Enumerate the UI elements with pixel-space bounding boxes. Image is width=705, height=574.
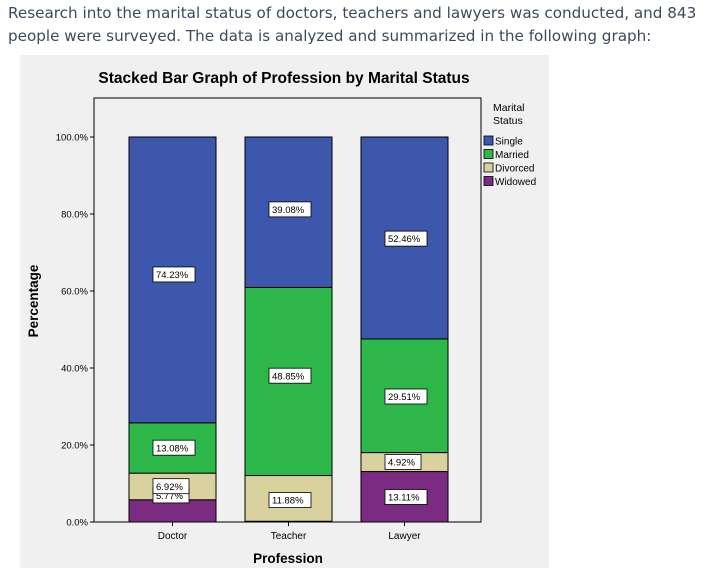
chart-panel: Stacked Bar Graph of Profession by Marit… <box>20 55 549 568</box>
data-label-lawyer-married: 29.51% <box>388 392 421 403</box>
data-label-teacher-divorced: 11.88% <box>272 496 304 507</box>
y-tick-label-0: 0.0% <box>66 518 88 529</box>
legend-label-married: Married <box>495 150 529 161</box>
x-tick-label-doctor: Doctor <box>158 531 188 542</box>
data-label-box-teacher-divorced <box>268 492 312 508</box>
legend-swatch-widowed <box>483 176 494 186</box>
legend-label-widowed: Widowed <box>495 177 536 188</box>
legend-title-line-2: Status <box>493 115 523 127</box>
y-tick-label-5: 100.0% <box>56 133 89 144</box>
y-tick-label-1: 20.0% <box>61 441 88 452</box>
bar-segment-teacher-married <box>244 286 333 477</box>
data-label-teacher-married: 48.85% <box>272 371 305 382</box>
legend-label-divorced: Divorced <box>495 164 534 175</box>
x-tick-label-lawyer: Lawyer <box>388 531 421 542</box>
legend-swatch-single <box>483 135 494 146</box>
data-label-teacher-single: 39.08% <box>272 205 305 216</box>
data-label-box-doctor-divorced <box>152 478 190 495</box>
data-label-box-teacher-married <box>268 367 312 384</box>
legend-swatch-divorced <box>483 162 494 173</box>
data-label-box-teacher-single <box>268 201 312 218</box>
data-label-box-lawyer-divorced <box>384 454 422 470</box>
legend-label-single: Single <box>495 137 523 148</box>
x-axis-title: Profession <box>253 551 323 566</box>
x-tick-label-teacher: Teacher <box>271 531 307 542</box>
legend-title-line-1: Marital <box>493 102 525 114</box>
intro-paragraph: Research into the marital status of doct… <box>8 4 697 45</box>
data-label-doctor-married: 13.08% <box>156 443 189 454</box>
data-label-lawyer-divorced: 4.92% <box>388 458 415 469</box>
stacked-bar-chart: Stacked Bar Graph of Profession by Marit… <box>26 70 536 566</box>
y-axis-title: Percentage <box>26 264 41 337</box>
chart-title: Stacked Bar Graph of Profession by Marit… <box>98 70 469 87</box>
y-tick-label-4: 80.0% <box>61 210 88 221</box>
y-tick-label-3: 60.0% <box>61 287 88 298</box>
legend-swatch-married <box>483 149 494 159</box>
data-label-doctor-divorced: 6.92% <box>156 482 183 493</box>
data-label-box-doctor-single <box>152 266 196 283</box>
data-label-lawyer-widowed: 13.11% <box>388 493 420 504</box>
data-label-lawyer-single: 52.46% <box>388 234 421 245</box>
data-label-doctor-widowed: 5.77% <box>156 491 183 502</box>
data-label-box-lawyer-single <box>384 230 428 247</box>
data-label-box-doctor-married <box>152 439 196 456</box>
data-label-box-lawyer-married <box>384 388 428 405</box>
data-label-doctor-single: 74.23% <box>156 270 189 281</box>
y-tick-label-2: 40.0% <box>61 364 88 375</box>
data-label-box-lawyer-widowed <box>384 489 428 505</box>
